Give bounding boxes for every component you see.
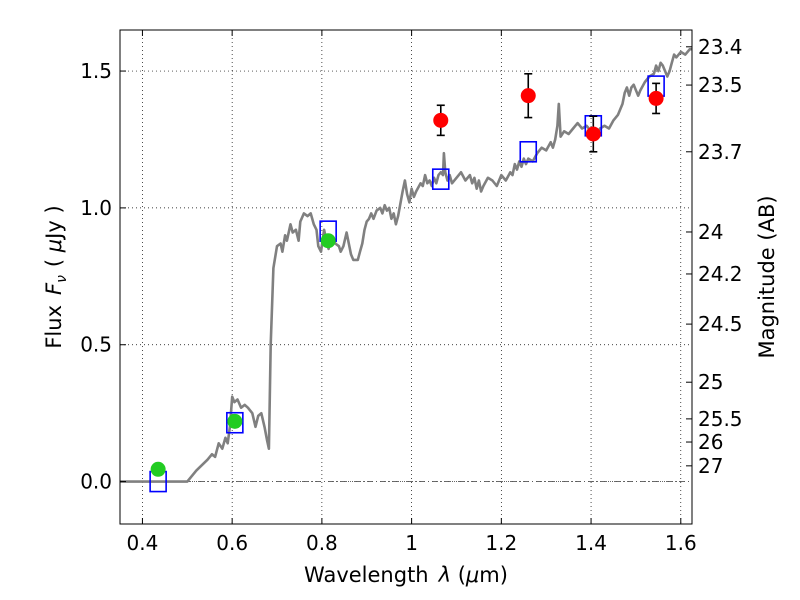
photometry-point (648, 90, 664, 106)
mag-tick-label: 24.2 (698, 262, 743, 286)
plot-frame (119, 29, 693, 525)
photometry-point (433, 112, 449, 128)
photometry-point (520, 88, 536, 104)
model-flux-box (431, 168, 450, 190)
x-tick-label: 1.6 (665, 531, 697, 555)
photometry-points (150, 72, 664, 477)
y-tick-label: 1.0 (80, 196, 112, 220)
x-tick-label: 0.6 (216, 531, 248, 555)
x-tick-label: 0.4 (127, 531, 159, 555)
mag-tick-label: 24 (698, 220, 723, 244)
photometry-point (585, 126, 601, 142)
y2-axis-label: Magnitude (AB) (755, 195, 779, 358)
mag-tick-label: 23.5 (698, 73, 743, 97)
photometry-point (150, 461, 166, 477)
mag-tick-label: 23.7 (698, 140, 743, 164)
mag-tick-label: 27 (698, 454, 723, 478)
sed-model-line (120, 47, 692, 483)
mag-tick-label: 26 (698, 430, 723, 454)
mag-tick-label: 24.5 (698, 312, 743, 336)
mag-tick-label: 25.5 (698, 407, 743, 431)
model-flux-box (226, 411, 244, 434)
x-tick-label: 0.8 (306, 531, 338, 555)
model-flux-box (519, 140, 538, 163)
mag-tick-label: 23.4 (698, 35, 743, 59)
y-axis-label: FluxFν( μJy ) (42, 205, 70, 348)
grid (120, 30, 692, 524)
y-tick-label: 1.5 (80, 59, 112, 83)
sed-layer (120, 47, 692, 483)
y-tick-label: 0.0 (80, 470, 112, 494)
photometry-point (227, 413, 243, 429)
x-axis-label: Wavelength λ (μm) (304, 563, 508, 587)
x-tick-label: 1.4 (575, 531, 607, 555)
ticks (120, 30, 692, 524)
mag-tick-label: 25 (698, 370, 723, 394)
x-tick-label: 1 (405, 531, 418, 555)
tick-labels: 0.4 0.6 0.8 1 1.2 1.4 1.6 0.0 0.5 1.0 1.5 23.4 23.5 2… (80, 35, 742, 555)
x-tick-label: 1.2 (485, 531, 517, 555)
y-tick-label: 0.5 (80, 333, 112, 357)
photometry-point (320, 233, 336, 249)
